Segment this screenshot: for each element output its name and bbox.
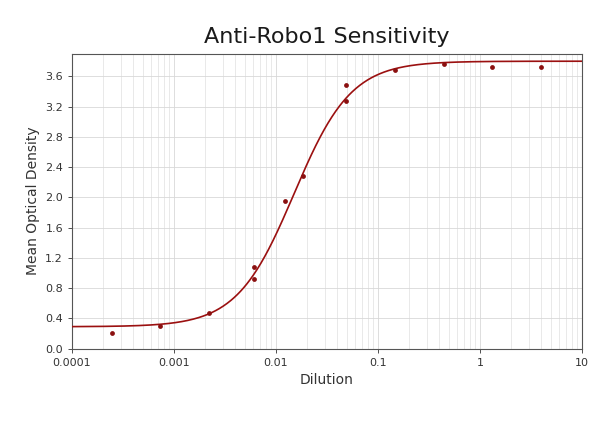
Point <box>298 173 308 180</box>
Point <box>250 263 259 270</box>
Point <box>439 61 448 68</box>
Point <box>107 329 116 336</box>
Point <box>487 63 497 71</box>
X-axis label: Dilution: Dilution <box>300 373 354 387</box>
Point <box>341 98 351 105</box>
Point <box>280 198 290 205</box>
Point <box>536 63 545 71</box>
Title: Anti-Robo1 Sensitivity: Anti-Robo1 Sensitivity <box>204 26 450 46</box>
Point <box>204 309 214 316</box>
Point <box>341 82 351 89</box>
Point <box>250 275 259 283</box>
Point <box>390 67 400 74</box>
Y-axis label: Mean Optical Density: Mean Optical Density <box>26 127 40 275</box>
Point <box>155 322 165 329</box>
